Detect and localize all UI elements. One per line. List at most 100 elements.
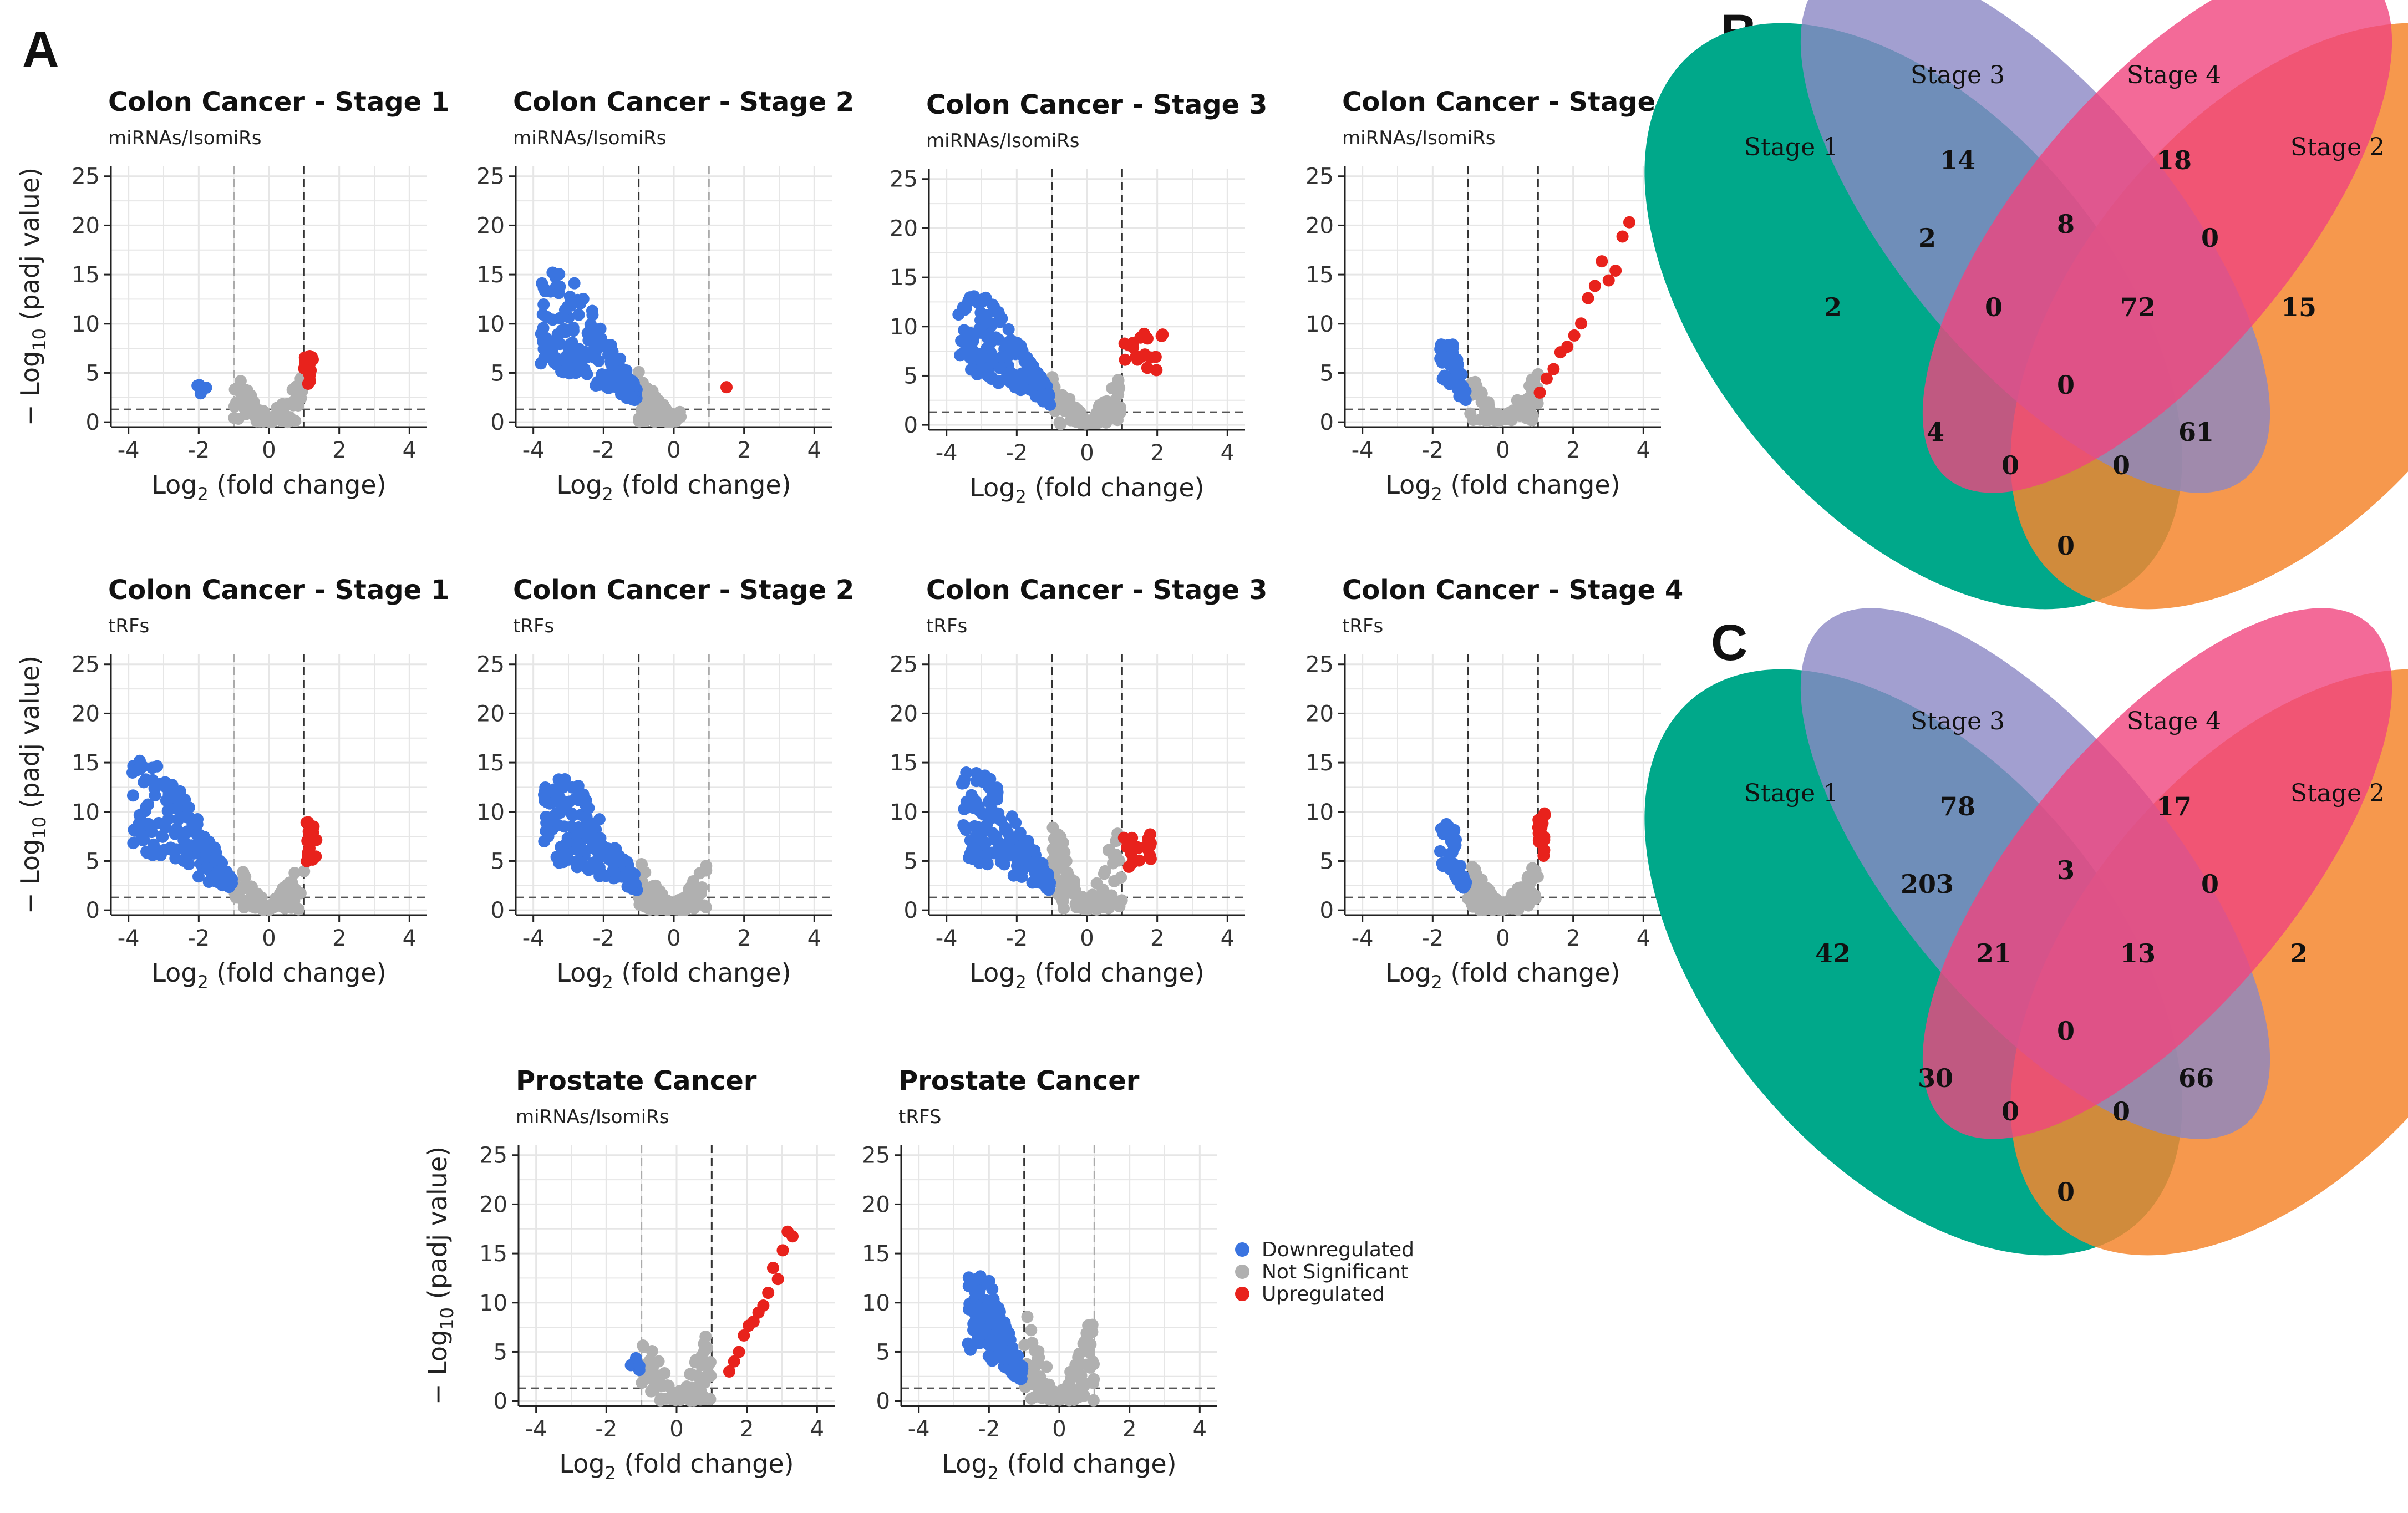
point-downregulated [620,391,633,404]
volcano-plot-7: Colon Cancer - Stage 3 tRFs -4 -2 0 2 4 0 5 10 15 2… [890,575,1267,993]
point-downregulated [543,339,556,352]
point-upregulated [1144,852,1157,865]
point-downregulated [970,844,983,857]
point-downregulated [983,1350,996,1363]
x-axis-label: Log2 (fold change) [151,470,386,505]
x-tick-label: -4 [1352,926,1374,951]
x-tick-label: 2 [740,1416,754,1442]
volcano-plot-1: Colon Cancer - Stage 1 miRNAs/IsomiRs -4 -2… [15,87,449,505]
point-not-significant [1469,885,1481,897]
point-downregulated [981,856,993,869]
point-not-significant [1093,891,1106,903]
point-not-significant [1466,861,1479,874]
x-tick-label: 4 [807,926,821,951]
y-tick-label: 5 [86,849,100,874]
x-tick-label: 4 [810,1416,824,1442]
x-tick-label: 4 [1221,440,1235,466]
point-downregulated [133,818,145,830]
point-not-significant [647,1360,659,1373]
venn-region-count: 17 [2156,791,2192,821]
point-downregulated [1434,352,1447,365]
point-downregulated [160,778,172,791]
x-tick-label: 2 [332,438,346,463]
y-tick-label: 0 [491,410,505,435]
point-downregulated [973,805,986,818]
x-tick-label: -4 [118,926,140,951]
point-downregulated [958,336,971,349]
point-not-significant [230,891,242,904]
point-not-significant [1475,395,1488,408]
point-downregulated [552,287,565,299]
point-downregulated [561,850,573,862]
point-downregulated [595,332,608,345]
y-tick-label: 25 [476,164,505,190]
plot-subtitle: miRNAs/IsomiRs [1342,127,1496,149]
point-not-significant [1475,874,1488,886]
point-not-significant [1524,876,1537,889]
point-not-significant [228,412,241,424]
point-downregulated [1037,866,1049,879]
point-downregulated [1044,876,1056,889]
point-downregulated [620,866,633,879]
plot-subtitle: miRNAs/IsomiRs [926,130,1080,152]
point-not-significant [1061,866,1074,879]
panel-label-a: A [22,21,59,78]
point-not-significant [247,891,260,904]
volcano-plot-8: Colon Cancer - Stage 4 tRFs -4 -2 0 2 4 0 5 10 15 2… [1305,575,1683,993]
venn-region-count: 2 [1918,223,1936,253]
point-not-significant [1046,843,1059,856]
x-axis-label: Log2 (fold change) [151,958,386,993]
y-tick-label: 10 [1305,800,1334,825]
point-downregulated [572,308,585,321]
x-tick-label: -2 [1005,926,1028,951]
point-upregulated [1596,255,1608,268]
point-not-significant [1485,898,1497,911]
y-tick-label: 10 [890,314,918,340]
y-tick-label: 20 [1305,213,1334,238]
point-downregulated [149,844,162,856]
point-upregulated [766,1262,779,1275]
point-downregulated [596,842,609,855]
x-tick-label: 2 [737,926,751,951]
point-downregulated [553,312,566,324]
venn-region-count: 3 [2057,855,2075,885]
y-tick-label: 25 [72,652,100,678]
point-downregulated [570,859,583,871]
point-downregulated [633,1359,646,1372]
point-not-significant [289,380,302,393]
point-downregulated [536,277,548,290]
point-downregulated [577,292,590,305]
point-upregulated [733,1346,745,1358]
plot-title: Colon Cancer - Stage 4 [1342,87,1683,118]
point-downregulated [553,268,566,281]
point-downregulated [577,788,590,801]
venn-region-count: 0 [2057,531,2075,561]
point-not-significant [649,390,662,403]
venn-region-count: 4 [1927,417,1944,447]
point-upregulated [771,1273,784,1286]
point-not-significant [704,1393,717,1405]
point-upregulated [304,364,317,377]
point-not-significant [294,887,307,900]
point-downregulated [153,816,165,829]
point-downregulated [162,813,175,825]
point-downregulated [613,353,626,365]
point-upregulated [757,1299,770,1312]
venn-region-count: 2 [1824,292,1842,322]
point-not-significant [1111,408,1124,420]
plot-subtitle: miRNAs/IsomiRs [108,127,262,149]
plot-subtitle: tRFs [108,615,149,637]
volcano-plot-2: Colon Cancer - Stage 2 miRNAs/IsomiRs -4 -2… [476,87,854,505]
y-tick-label: 5 [491,361,505,386]
point-downregulated [133,754,146,767]
point-downregulated [210,874,222,887]
x-tick-label: -2 [187,438,210,463]
panel-label-c: C [1711,615,1747,671]
x-tick-label: -2 [1421,438,1444,463]
point-upregulated [1547,363,1560,375]
venn-region-count: 0 [2057,1177,2075,1207]
x-tick-label: -2 [187,926,210,951]
y-axis-label: − Log10 (padj value) [15,656,50,914]
